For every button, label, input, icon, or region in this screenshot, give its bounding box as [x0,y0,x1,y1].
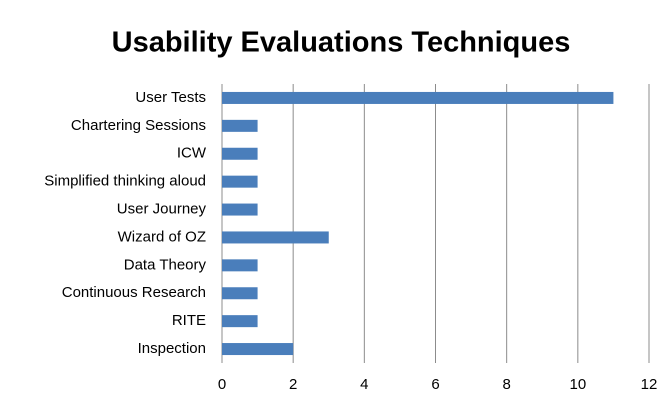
x-tick-label: 10 [569,376,586,393]
y-tick-label: ICW [177,145,207,162]
y-tick-label: Simplified thinking aloud [44,173,206,190]
y-tick-label: Inspection [138,340,206,357]
bar [222,119,258,132]
chart-title: Usability Evaluations Techniques [112,27,571,59]
x-tick-label: 2 [289,376,297,393]
bar [222,315,258,328]
x-tick-label: 0 [218,376,226,393]
y-tick-label: User Journey [117,201,207,218]
bar [222,175,258,188]
y-tick-label: User Tests [135,89,206,106]
bar [222,231,329,244]
bar [222,287,258,300]
x-tick-label: 6 [431,376,439,393]
y-tick-label: Chartering Sessions [71,117,206,134]
bar [222,147,258,160]
bar [222,91,614,104]
y-tick-label: RITE [172,312,206,329]
bar [222,259,258,272]
bar [222,343,294,356]
y-tick-label: Data Theory [124,256,207,273]
x-tick-label: 12 [641,376,658,393]
x-tick-label: 8 [502,376,510,393]
y-tick-label: Continuous Research [62,284,206,301]
x-tick-label: 4 [360,376,368,393]
bar [222,203,258,216]
y-tick-label: Wizard of OZ [118,228,206,245]
